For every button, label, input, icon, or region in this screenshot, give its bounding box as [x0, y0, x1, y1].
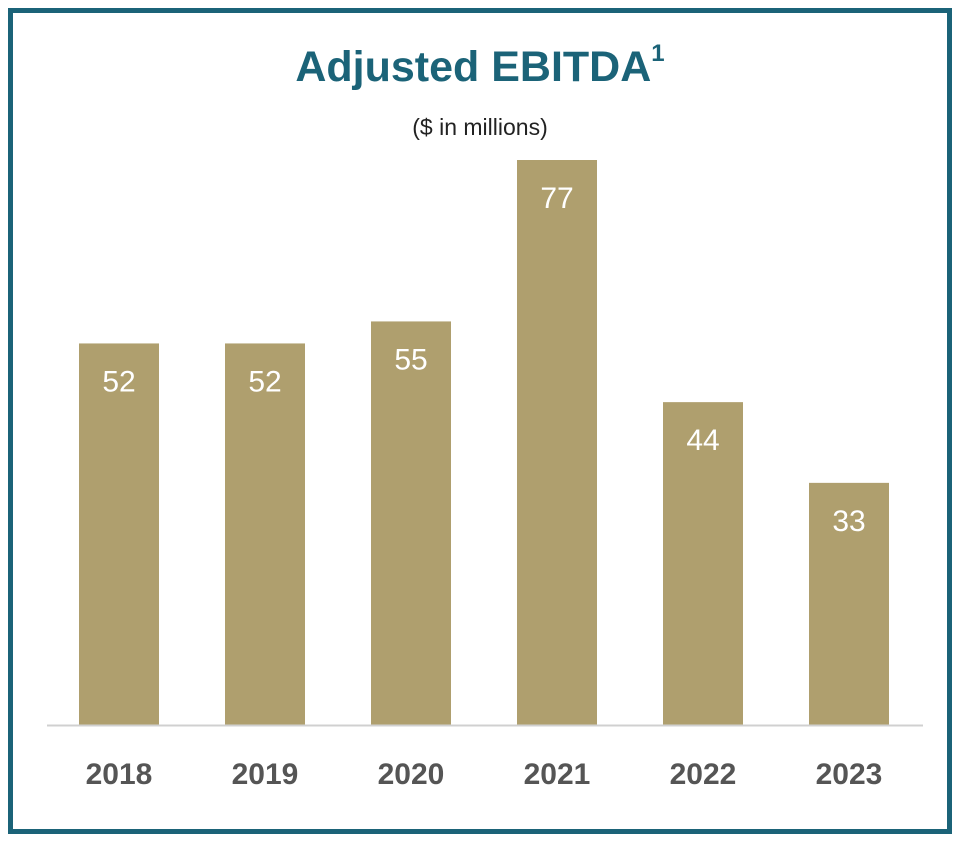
x-tick-label-2022: 2022: [670, 758, 737, 791]
data-label-2023: 33: [832, 505, 865, 538]
data-label-2019: 52: [248, 365, 281, 398]
bar-2023: [809, 482, 889, 725]
title-footnote-marker: 1: [651, 40, 665, 67]
x-tick-labels-group: 2018 2019 2020 2021 2022 2023: [86, 758, 883, 791]
bar-chart: 52 52 55 77 44 33 2018 2019 2020 2021 2022 2023: [47, 160, 923, 791]
bar-2022: [663, 402, 743, 725]
bar-2021: [517, 160, 597, 725]
chart-title-text: Adjusted EBITDA: [295, 43, 652, 91]
bar-2019: [225, 343, 305, 725]
x-tick-label-2018: 2018: [86, 758, 153, 791]
x-tick-label-2020: 2020: [378, 758, 445, 791]
data-label-2020: 55: [394, 343, 427, 376]
bar-2020: [371, 321, 451, 725]
data-labels-group: 52 52 55 77 44 33: [102, 182, 865, 538]
x-tick-label-2023: 2023: [816, 758, 883, 791]
bars-group: [79, 160, 889, 725]
chart-subtitle: ($ in millions): [412, 114, 548, 140]
data-label-2018: 52: [102, 365, 135, 398]
bar-2018: [79, 343, 159, 725]
x-tick-label-2021: 2021: [524, 758, 591, 791]
data-label-2021: 77: [540, 182, 573, 215]
x-tick-label-2019: 2019: [232, 758, 299, 791]
chart-frame: Adjusted EBITDA1 ($ in millions) 52 52 55 7…: [8, 8, 952, 834]
data-label-2022: 44: [686, 424, 719, 457]
chart-title: Adjusted EBITDA1: [13, 41, 947, 93]
